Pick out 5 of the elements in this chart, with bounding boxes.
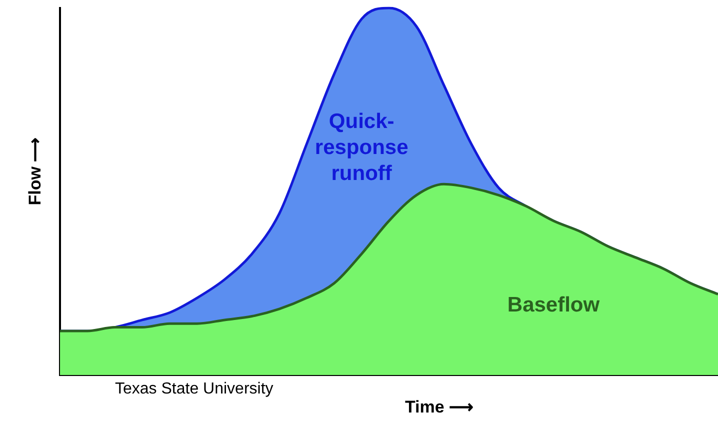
y-axis-title: Flow ⟶ <box>26 138 45 206</box>
series-label: Baseflow <box>507 293 600 316</box>
x-axis-title: Time ⟶ <box>404 398 474 417</box>
series-label: Quick-response runoff <box>314 110 408 185</box>
text: Texas State University <box>115 380 274 398</box>
